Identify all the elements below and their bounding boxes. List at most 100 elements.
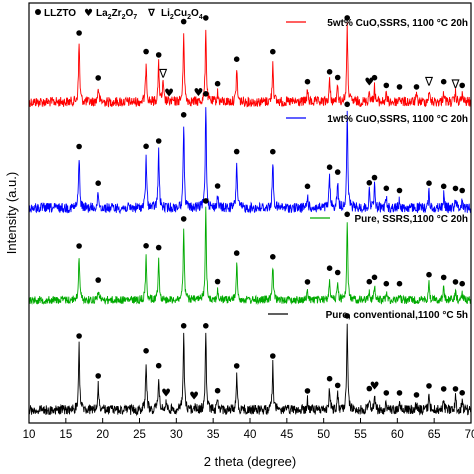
la2zr2o7-sub-1: 2 — [108, 14, 112, 21]
llzto-peak-marker — [326, 265, 333, 272]
phase-legend: LLZTO ♥ La2Zr2O7 ∇ Li2Cu2O4 — [35, 8, 203, 21]
li2cu2o4-part-3: O — [191, 8, 199, 19]
x-tick-label: 65 — [428, 429, 441, 441]
series-legends: 5wt% CuO,SSRS, 1100 °C 20h 1wt% CuO,SSRS,… — [268, 18, 468, 321]
llzto-peak-marker — [143, 48, 149, 55]
la2zr2o7-legend-label: La2Zr2O7 — [96, 8, 137, 21]
series-line-4 — [28, 323, 472, 417]
x-tick-label: 35 — [207, 429, 220, 441]
series-line-2 — [28, 107, 472, 215]
series-legend-label-2: 1wt% CuO,SSRS, 1100 °C 20h — [327, 114, 468, 125]
llzto-peak-marker — [396, 390, 403, 396]
la2zr2o7-part-1: La — [96, 8, 108, 19]
x-tick-label: 30 — [170, 429, 183, 441]
llzto-peak-marker — [214, 387, 221, 394]
triangle-legend-icon: ∇ — [148, 8, 155, 19]
llzto-peak-marker — [459, 390, 466, 396]
llzto-peak-marker — [383, 280, 390, 287]
llzto-peak-marker — [180, 323, 187, 329]
llzto-peak-marker — [326, 375, 333, 382]
x-tick-label: 60 — [391, 429, 404, 441]
x-axis-title: 2 theta (degree) — [204, 454, 297, 469]
series-line-1 — [28, 22, 472, 108]
peak-markers: ∇ ♥ ♥ ♥ ∇ ∇ ♥ ♥ ♥ — [76, 15, 466, 402]
llzto-peak-marker — [344, 211, 351, 218]
llzto-peak-marker — [270, 148, 276, 155]
li2cu2o4-peak-marker: ∇ — [450, 77, 460, 91]
la2zr2o7-part-3: O — [125, 8, 133, 19]
llzto-peak-marker — [180, 18, 187, 25]
llzto-peak-marker — [76, 333, 82, 339]
llzto-peak-marker — [366, 180, 373, 186]
la2zr2o7-sub-2: 2 — [122, 14, 126, 21]
llzto-peak-marker — [366, 385, 373, 392]
llzto-peak-marker — [143, 243, 149, 249]
llzto-peak-marker — [334, 74, 341, 81]
llzto-peak-marker — [304, 388, 311, 394]
llzto-peak-marker — [426, 271, 432, 278]
llzto-peak-marker — [383, 390, 390, 396]
x-tick-label: 55 — [354, 429, 367, 441]
llzto-peak-marker — [459, 280, 466, 287]
llzto-peak-marker — [344, 313, 351, 319]
llzto-peak-marker — [214, 80, 221, 87]
llzto-peak-marker — [76, 143, 82, 150]
llzto-peak-marker — [440, 183, 447, 190]
la2zr2o7-peak-marker: ♥ — [370, 380, 380, 393]
plot-frame — [28, 2, 472, 424]
la2zr2o7-peak-marker: ♥ — [193, 86, 203, 99]
series-line-3 — [28, 206, 472, 306]
llzto-peak-marker — [326, 164, 333, 170]
llzto-peak-marker — [95, 180, 101, 186]
llzto-peak-marker — [426, 383, 432, 389]
llzto-peak-marker — [396, 187, 403, 194]
llzto-peak-marker — [270, 48, 276, 55]
series-legend-label-1: 5wt% CuO,SSRS, 1100 °C 20h — [327, 18, 468, 29]
y-axis-title: Intensity (a.u.) — [4, 172, 19, 254]
x-tick-label: 25 — [133, 429, 146, 441]
llzto-peak-marker — [304, 78, 311, 85]
llzto-peak-marker — [155, 138, 162, 144]
li2cu2o4-part-2: Cu — [174, 8, 187, 19]
llzto-peak-marker — [426, 180, 432, 186]
llzto-peak-marker — [180, 112, 187, 118]
llzto-peak-marker — [203, 323, 209, 329]
li2cu2o4-sub-3: 4 — [199, 14, 203, 21]
llzto-peak-marker — [334, 382, 341, 389]
llzto-peak-marker — [344, 15, 351, 21]
llzto-peak-marker — [233, 363, 240, 369]
llzto-peak-marker — [270, 253, 276, 260]
llzto-peak-marker — [270, 353, 276, 359]
la2zr2o7-sub-3: 7 — [133, 14, 137, 21]
llzto-peak-marker — [452, 279, 459, 285]
llzto-peak-marker — [396, 280, 403, 287]
llzto-peak-marker — [413, 392, 420, 398]
llzto-peak-marker — [76, 243, 82, 249]
x-tick-label: 50 — [317, 429, 330, 441]
llzto-peak-marker — [383, 185, 390, 192]
li2cu2o4-sub-2: 2 — [187, 14, 191, 21]
llzto-peak-marker — [371, 274, 378, 281]
llzto-peak-marker — [334, 169, 341, 175]
li2cu2o4-peak-marker: ∇ — [158, 66, 168, 80]
llzto-peak-marker — [459, 82, 466, 89]
la2zr2o7-peak-marker: ♥ — [189, 389, 199, 402]
llzto-peak-marker — [366, 278, 373, 285]
llzto-peak-marker — [95, 75, 101, 81]
x-tick-label: 45 — [280, 429, 293, 441]
la2zr2o7-peak-marker: ♥ — [164, 86, 174, 99]
llzto-peak-marker — [440, 78, 447, 85]
llzto-peak-marker — [413, 84, 420, 90]
llzto-peak-marker — [233, 148, 240, 155]
x-tick-label: 70 — [465, 429, 474, 441]
llzto-peak-marker — [155, 362, 162, 369]
llzto-peak-marker — [143, 143, 149, 150]
llzto-peak-marker — [233, 250, 240, 256]
x-tick-label: 20 — [96, 429, 109, 441]
llzto-peak-marker — [203, 198, 209, 204]
llzto-peak-marker — [203, 91, 209, 97]
li2cu2o4-legend-label: Li2Cu2O4 — [161, 8, 203, 21]
li2cu2o4-sub-1: 2 — [170, 14, 174, 21]
llzto-peak-marker — [459, 187, 466, 194]
